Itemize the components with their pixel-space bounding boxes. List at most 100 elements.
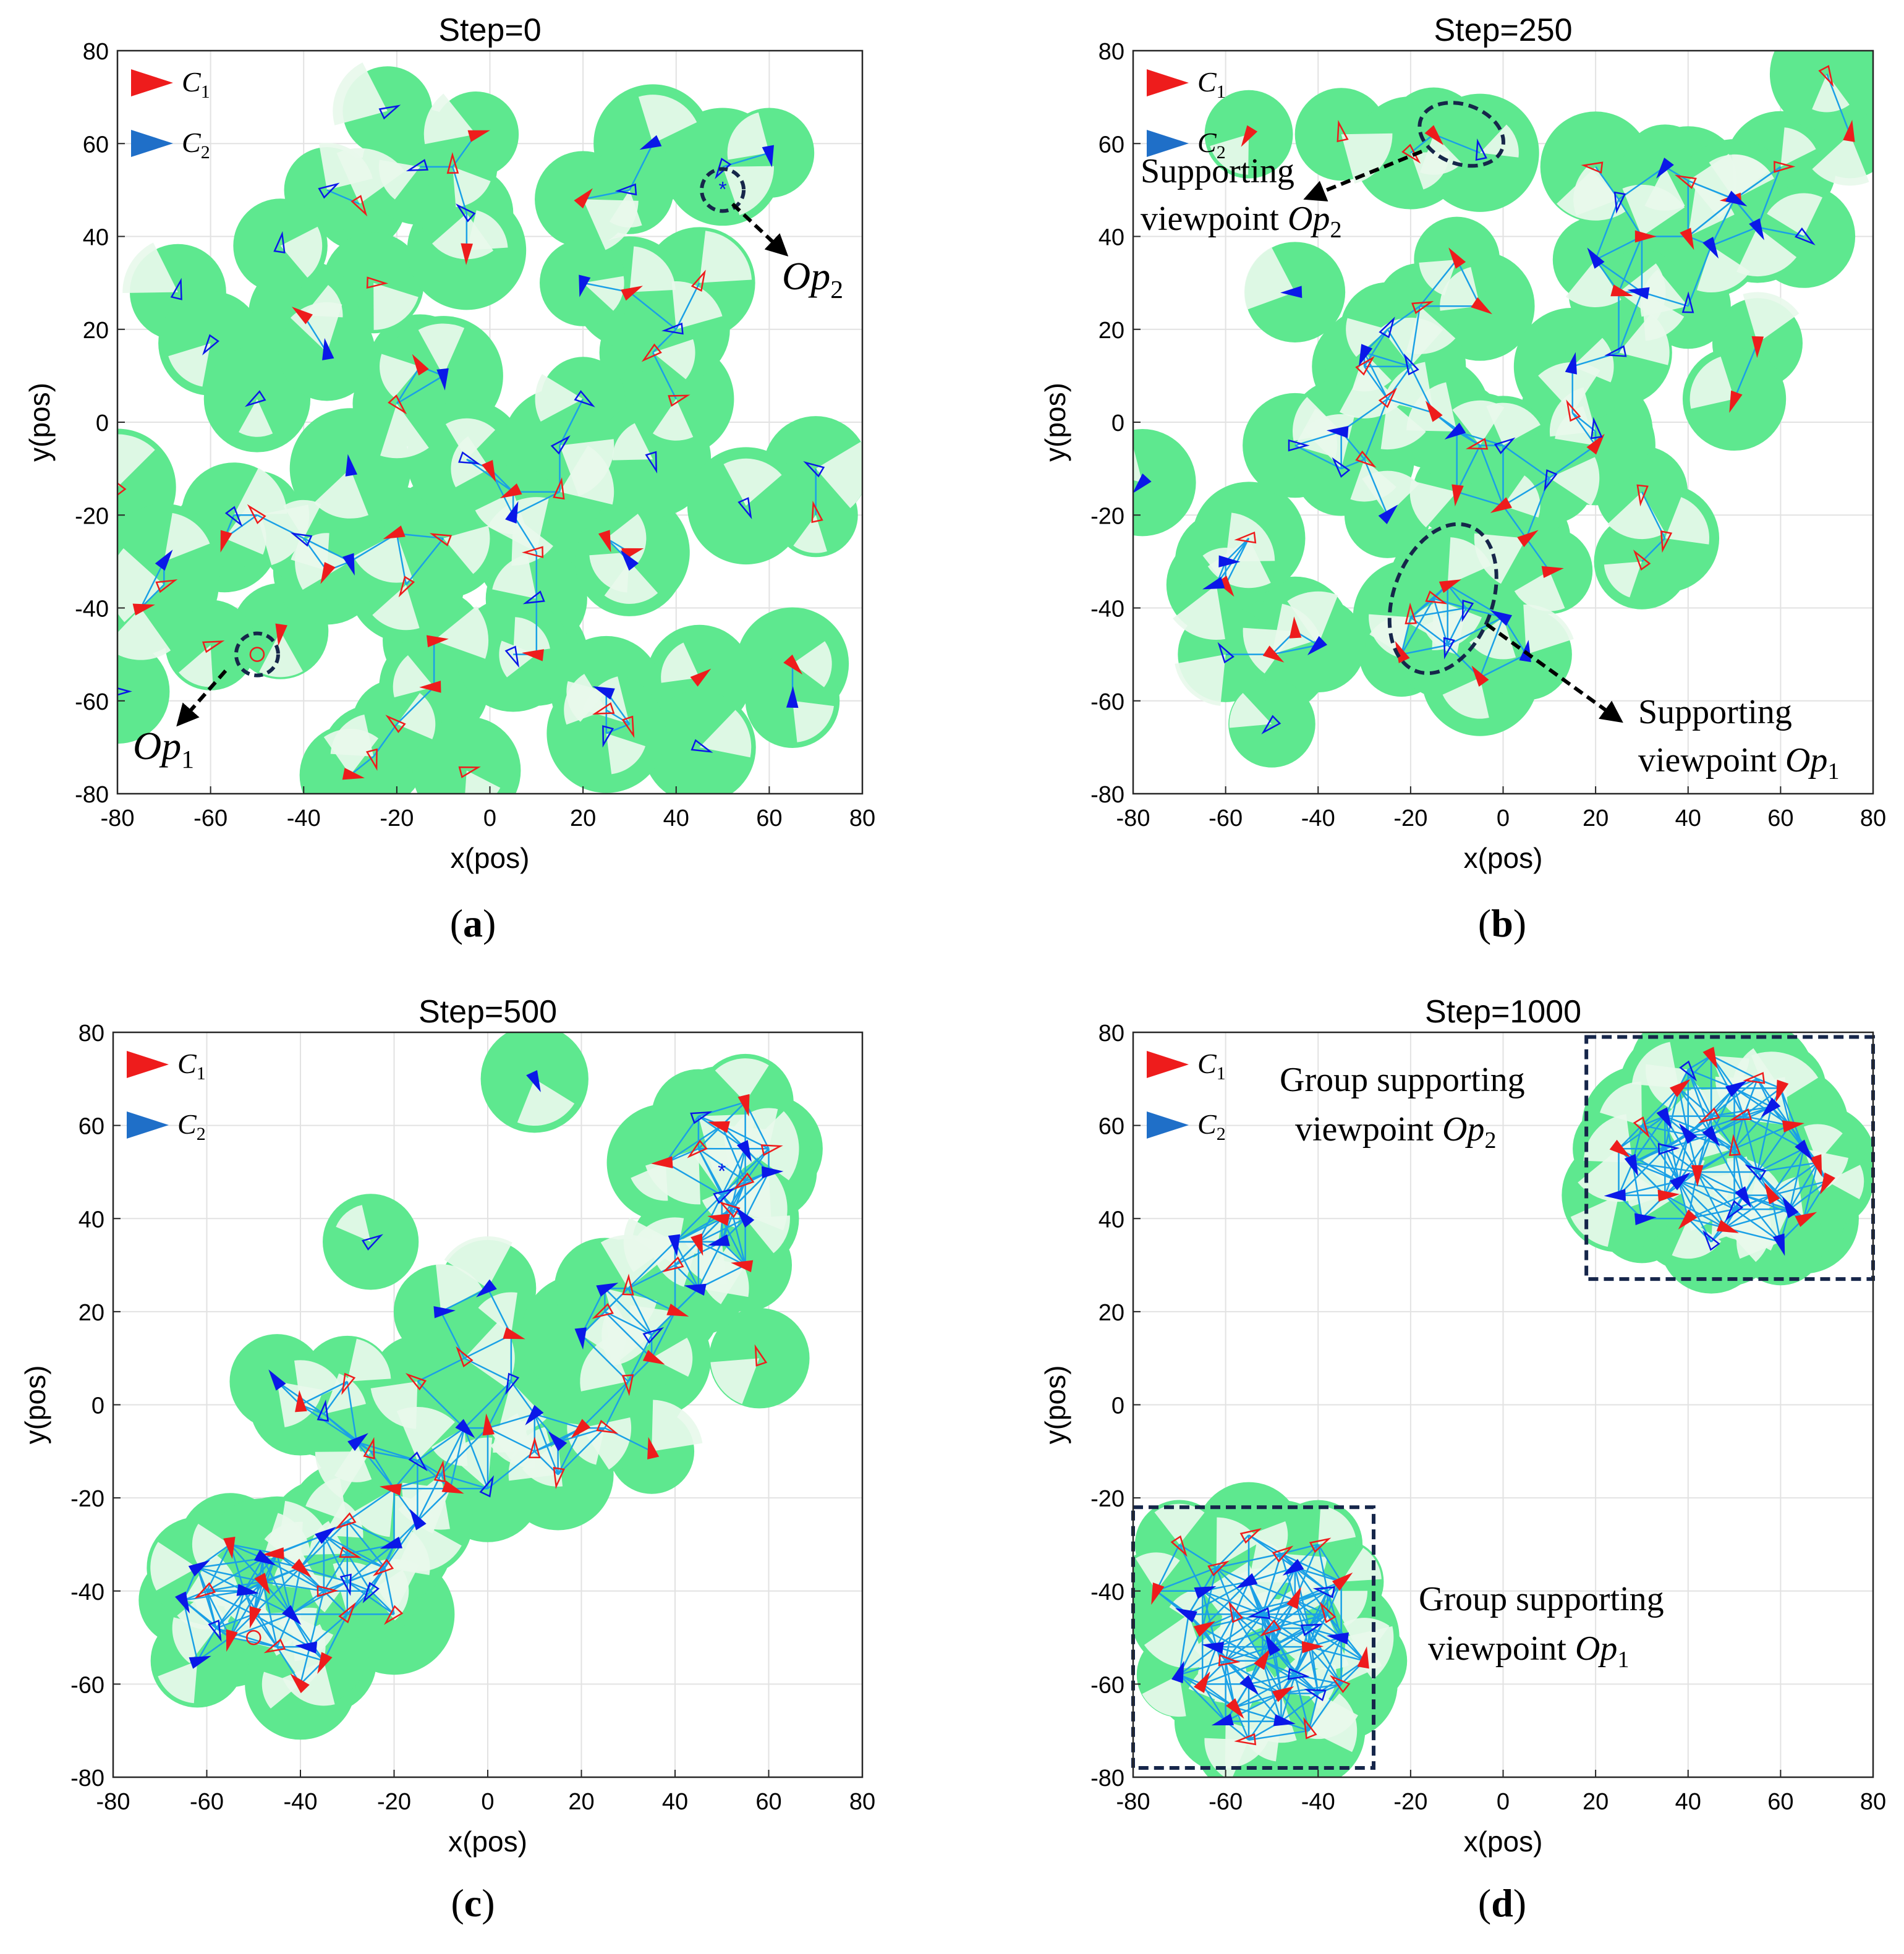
agent-c1-marker: [384, 1605, 404, 1625]
comm-link: [347, 1553, 385, 1569]
agent-c1-marker: [737, 1094, 750, 1117]
agent-c1-marker: [598, 530, 611, 553]
agent-c1-marker: [651, 1156, 673, 1168]
comm-link: [299, 1646, 311, 1684]
comm-link: [1271, 1646, 1282, 1694]
agent-c1-marker: [456, 1346, 474, 1367]
comm-link: [1641, 537, 1666, 563]
panel-a: * -80-80 -60 -60 -40 -40 -20 -20 0 0 20 20 40 40 60 60 8…: [23, 12, 875, 945]
fov-sector: [1767, 193, 1823, 237]
agent-c2-marker: [1202, 1642, 1225, 1654]
plot-content: *: [138, 1032, 823, 1740]
fov-sector: [445, 418, 496, 460]
comm-link: [1502, 477, 1550, 507]
fov-sector: [815, 441, 862, 508]
agent-c1-marker: [398, 576, 415, 598]
comm-link: [698, 1115, 746, 1150]
x-tick-label: -80: [101, 805, 135, 831]
y-tick-label: -20: [75, 503, 109, 529]
comm-link: [244, 1553, 278, 1592]
x-tick-label: 0: [1497, 1789, 1510, 1815]
fov-sector: [517, 1079, 575, 1126]
agent-c2-marker: [761, 1166, 784, 1179]
comm-link: [1317, 1637, 1342, 1694]
agent-c2-marker: [1634, 1213, 1657, 1225]
comm-link: [1711, 1115, 1735, 1150]
fov-sector: [1409, 480, 1457, 528]
y-axis-label: y(pos): [19, 1366, 51, 1445]
comm-link: [1433, 598, 1448, 645]
comm-link: [1155, 1566, 1217, 1592]
agent-c1-marker: [642, 1349, 665, 1365]
annotation-op1-line2: viewpoint Op1: [1638, 741, 1839, 784]
fov-sector: [1743, 292, 1800, 344]
y-tick-label: 40: [83, 225, 109, 251]
comm-link: [347, 1520, 395, 1545]
comm-link: [347, 1581, 395, 1615]
comm-link: [1294, 1567, 1310, 1629]
legend-c1-label: C1: [182, 66, 210, 102]
legend-c1-marker: [1147, 69, 1189, 96]
comm-link: [197, 1567, 217, 1629]
fov-sector: [1440, 266, 1481, 311]
comm-link: [308, 1591, 325, 1647]
agent-c1-marker: [1218, 1654, 1241, 1667]
comm-link: [1618, 1162, 1634, 1196]
agent-c2-marker: [1304, 1689, 1327, 1702]
agent-c1-marker: [733, 1172, 755, 1190]
agent-c2-marker: [117, 687, 132, 696]
agent-c2-marker: [1494, 437, 1516, 454]
fov-sector: [1380, 399, 1426, 450]
comm-link: [440, 1474, 488, 1490]
x-tick-label: 0: [481, 1789, 494, 1815]
agent-c1-marker: [1355, 450, 1377, 468]
fov-sector: [282, 1660, 335, 1706]
legend-c2-label: C2: [1197, 1108, 1226, 1144]
fov-sector: [1736, 1217, 1781, 1259]
chart-title: Step=250: [1434, 12, 1572, 48]
agent-c2-marker: [1218, 555, 1241, 567]
agent-c2-marker: [505, 501, 519, 524]
comm-link: [698, 1148, 746, 1183]
y-tick-label: -80: [1090, 1765, 1124, 1791]
comm-link: [698, 1264, 746, 1289]
y-tick-label: 0: [96, 410, 109, 436]
comm-link: [1280, 1693, 1319, 1722]
agent-c2-marker: [1735, 1186, 1751, 1208]
fov-sector: [793, 641, 832, 687]
fov-sector: [1280, 1614, 1349, 1670]
agent-c2-marker: [1326, 426, 1349, 438]
agent-c2-marker: [620, 550, 639, 571]
agent-c2-marker: [1312, 1586, 1335, 1599]
agent-c1-marker: [1272, 1686, 1294, 1702]
agent-c1-marker: [254, 1573, 270, 1595]
fov-sector: [1144, 1614, 1206, 1668]
x-tick-label: 80: [1860, 1789, 1886, 1815]
agent-c1-marker: [1332, 1572, 1353, 1591]
y-tick-label: 80: [83, 39, 109, 65]
agent-c2-marker: [1171, 1660, 1184, 1684]
comm-link: [1803, 1162, 1819, 1219]
agent-c2-marker: [642, 1327, 665, 1344]
agent-c1-marker: [247, 504, 266, 525]
agent-c2-marker: [224, 506, 243, 527]
agent-c2-marker: [786, 686, 799, 708]
highlight-op1-circle: [234, 631, 280, 678]
agent-c1-marker: [365, 748, 378, 771]
agent-c1-marker: [1225, 1698, 1244, 1719]
comm-link: [629, 291, 677, 330]
comm-link: [1433, 134, 1481, 154]
x-tick-label: 40: [1675, 805, 1701, 831]
fov-sector: [168, 343, 211, 387]
agent-c2-marker: [479, 1475, 495, 1498]
x-tick-label: -40: [1301, 805, 1335, 831]
comm-link: [1664, 1148, 1698, 1173]
comm-link: [1317, 1544, 1328, 1591]
comm-link: [1743, 1078, 1759, 1116]
comm-link: [449, 1427, 465, 1489]
comm-link: [300, 1380, 348, 1406]
x-tick-label: 0: [1497, 805, 1510, 831]
comm-link: [1789, 1149, 1804, 1210]
agent-c2-marker: [762, 145, 774, 168]
